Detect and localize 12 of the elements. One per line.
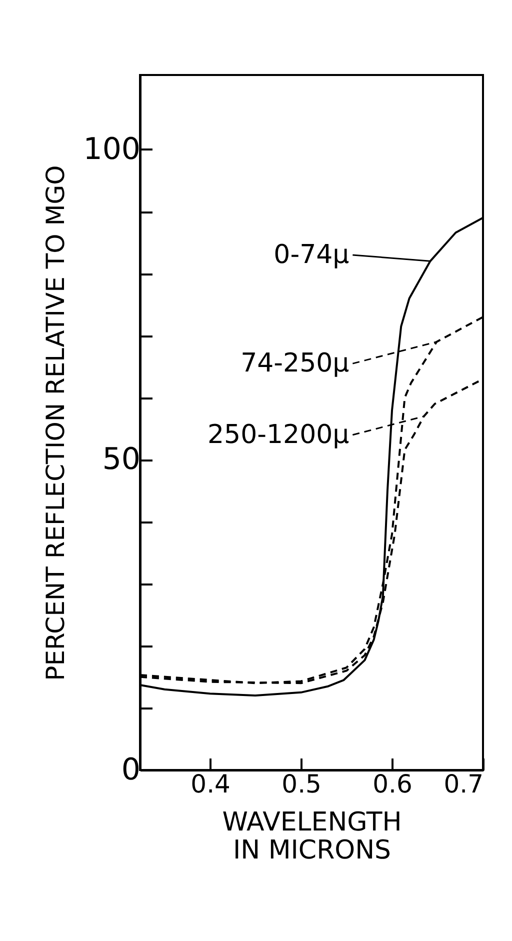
x-tick-label: 0.5 (282, 770, 322, 798)
y-axis-title: PERCENT REFLECTION RELATIVE TO MGO (41, 165, 70, 681)
x-axis-title: WAVELENGTH IN MICRONS (222, 808, 402, 866)
y-tick-label: 0 (121, 752, 140, 788)
y-tick-label: 50 (102, 442, 140, 478)
x-tick-label: 0.7 (444, 770, 484, 798)
legend-label: 0-74μ (274, 240, 350, 270)
x-tick-label: 0.4 (190, 770, 230, 798)
legend-label: 250-1200μ (208, 420, 350, 450)
x-tick-label: 0.6 (372, 770, 412, 798)
y-tick-label: 100 (83, 132, 140, 167)
legend-label: 74-250μ (240, 348, 350, 379)
